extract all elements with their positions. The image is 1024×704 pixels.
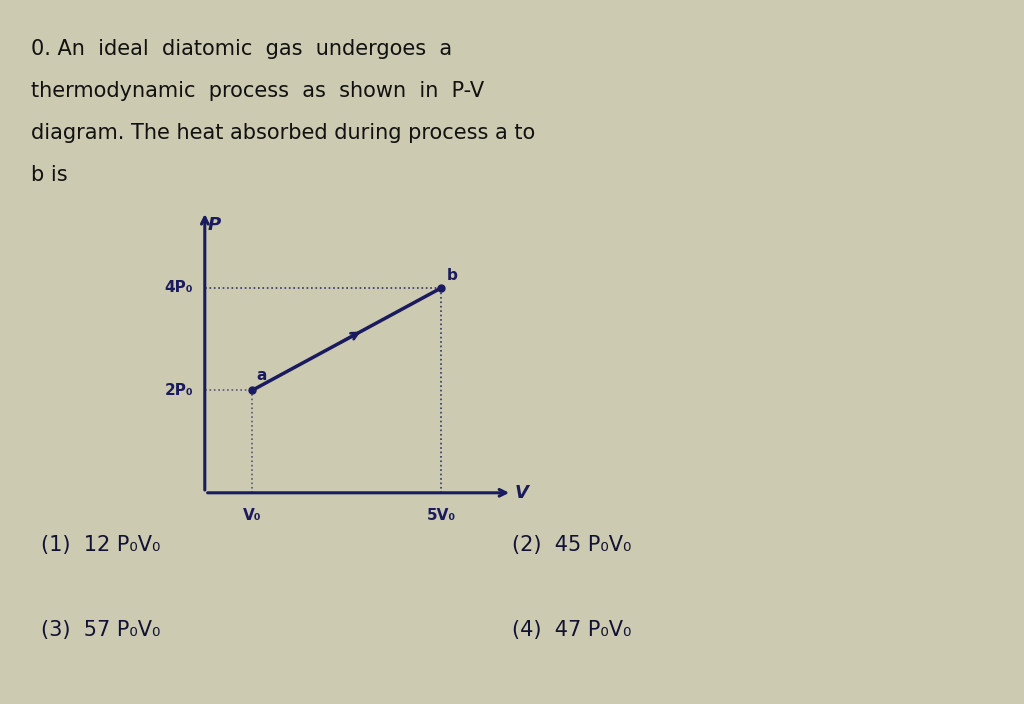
Text: 4P₀: 4P₀	[165, 280, 193, 296]
Text: diagram. The heat absorbed during process a to: diagram. The heat absorbed during proces…	[31, 123, 535, 143]
Text: (3)  57 P₀V₀: (3) 57 P₀V₀	[41, 620, 161, 639]
Text: 5V₀: 5V₀	[427, 508, 456, 523]
Text: V: V	[514, 484, 528, 502]
Text: (2)  45 P₀V₀: (2) 45 P₀V₀	[512, 535, 632, 555]
Text: 2P₀: 2P₀	[165, 383, 193, 398]
Text: a: a	[257, 367, 267, 383]
Text: V₀: V₀	[243, 508, 261, 523]
Text: b is: b is	[31, 165, 68, 185]
Text: thermodynamic  process  as  shown  in  P-V: thermodynamic process as shown in P-V	[31, 81, 484, 101]
Text: (4)  47 P₀V₀: (4) 47 P₀V₀	[512, 620, 632, 639]
Text: (1)  12 P₀V₀: (1) 12 P₀V₀	[41, 535, 161, 555]
Text: 0. An  ideal  diatomic  gas  undergoes  a: 0. An ideal diatomic gas undergoes a	[31, 39, 452, 58]
Text: b: b	[446, 268, 458, 283]
Text: P: P	[207, 216, 220, 234]
